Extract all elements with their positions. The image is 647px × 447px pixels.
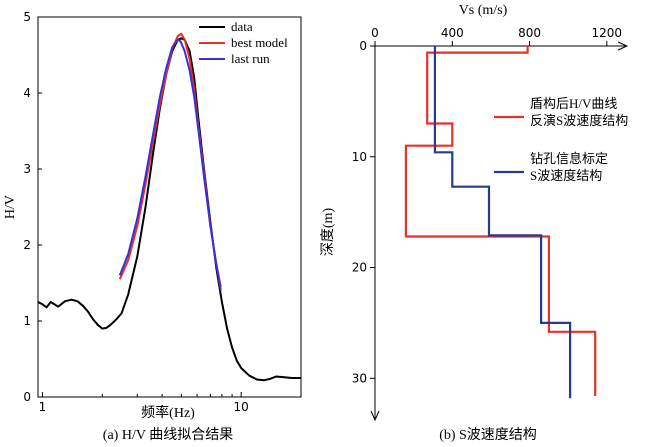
a-legend-label: best model — [231, 35, 288, 50]
b-ytick-label: 10 — [352, 150, 367, 164]
b-ytick-label: 30 — [352, 371, 367, 385]
a-series-last-run-line — [118, 38, 222, 291]
b-legend-label: 盾构后H/V曲线反演S波速度结构 — [530, 96, 628, 128]
a-legend-label: data — [231, 19, 253, 34]
a-ytick-label: 0 — [23, 390, 31, 404]
b-ytick-label: 20 — [352, 261, 367, 275]
b-ytick-label: 0 — [359, 39, 367, 53]
a-xtick-label: 10 — [234, 400, 249, 414]
a-ytick-label: 5 — [23, 10, 31, 24]
b-xtick-label: 400 — [441, 26, 464, 40]
a-series-data-line — [37, 37, 301, 382]
b-series-0-line — [404, 46, 597, 396]
b-series-1-line — [433, 46, 572, 399]
b-xtick-label: 1200 — [592, 26, 623, 40]
panel-a-caption: (a) H/V 曲线拟合结果 — [103, 427, 233, 443]
b-legend-label: 钻孔信息标定 S波速度结构 — [530, 151, 608, 183]
a-ytick-label: 1 — [23, 314, 31, 328]
a-ytick-label: 3 — [23, 162, 31, 176]
a-ytick-label: 4 — [23, 86, 31, 100]
panel-a-frame — [37, 16, 302, 398]
b-xtick-label: 0 — [371, 26, 379, 40]
panel-a-xlabel: 频率(Hz) — [141, 404, 195, 421]
b-xtick-label: 800 — [518, 26, 541, 40]
panel-b-x-axis-arrow — [617, 41, 629, 51]
panel-a-ylabel: H/V — [3, 195, 18, 219]
panel-b-caption: (b) S波速度结构 — [439, 427, 537, 443]
panel-b-ylabel: 深度(m) — [320, 208, 336, 257]
panel-b-xlabel: Vs (m/s) — [459, 3, 508, 18]
a-ytick-label: 2 — [23, 238, 31, 252]
a-legend-label: last run — [231, 51, 270, 66]
a-xtick-label: 1 — [39, 400, 47, 414]
a-series-best-model-line — [118, 32, 222, 287]
panel-b-y-axis-arrow — [370, 410, 380, 422]
